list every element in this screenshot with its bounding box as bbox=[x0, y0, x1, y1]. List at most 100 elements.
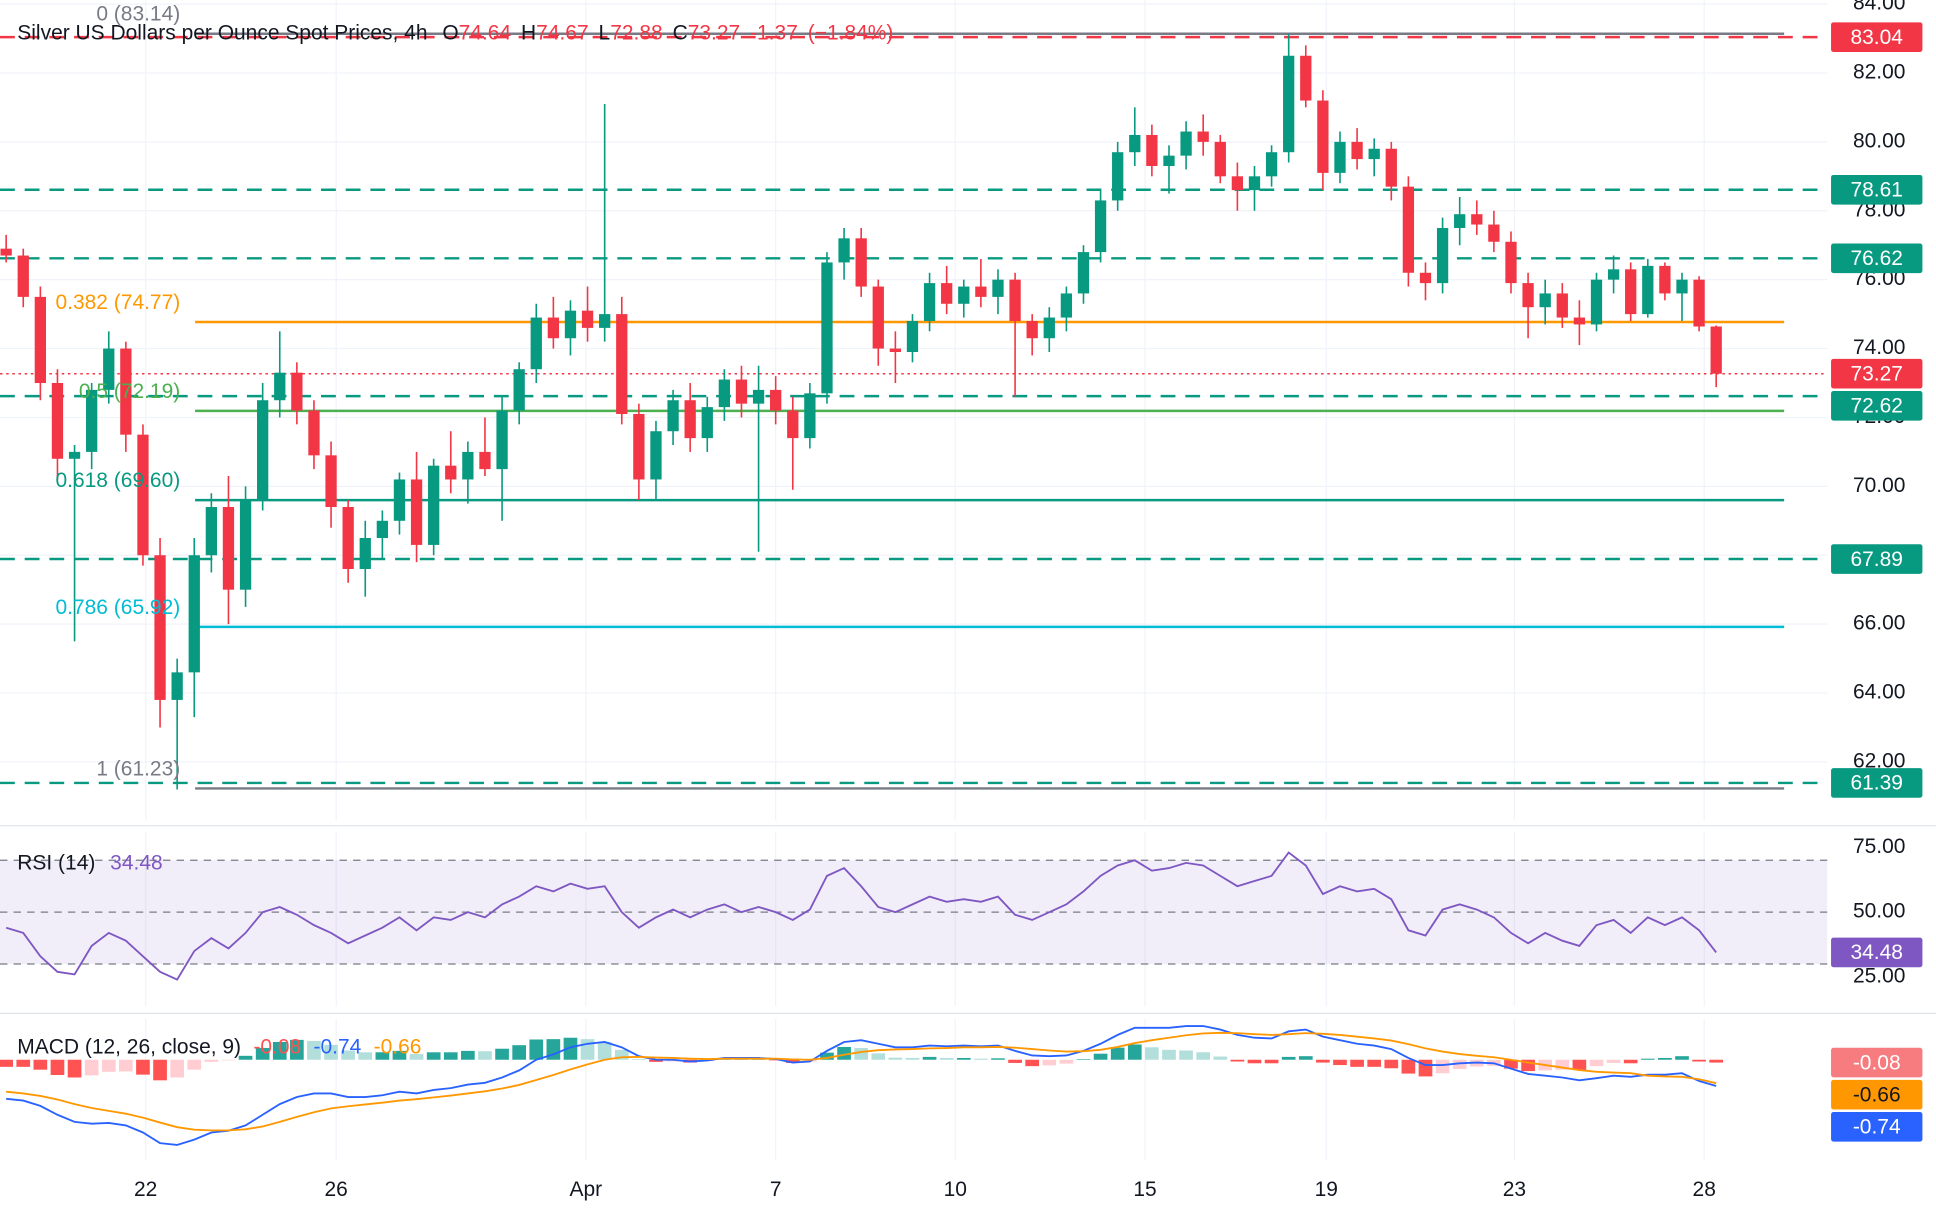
candle-body bbox=[325, 455, 337, 508]
macd-histogram-bar bbox=[1316, 1059, 1330, 1063]
candle-body bbox=[17, 255, 29, 297]
candle-body bbox=[222, 507, 235, 590]
candle-body bbox=[34, 296, 47, 384]
candle-body bbox=[1197, 131, 1209, 142]
candle-body bbox=[941, 283, 953, 304]
candle-body bbox=[1300, 55, 1312, 101]
macd-histogram-bar bbox=[991, 1058, 1005, 1060]
macd-histogram-bar bbox=[563, 1037, 578, 1060]
macd-histogram-bar bbox=[974, 1058, 988, 1060]
x-tick-label: 7 bbox=[770, 1178, 782, 1201]
pane-plot bbox=[0, 1018, 1724, 1161]
candle-body bbox=[51, 383, 64, 459]
macd-histogram-bar bbox=[204, 1059, 219, 1062]
candle-body bbox=[1590, 279, 1603, 325]
macd-histogram-bar bbox=[854, 1048, 869, 1060]
candle-body bbox=[1231, 176, 1244, 191]
candle-body bbox=[1043, 317, 1055, 339]
candle-body bbox=[1710, 326, 1722, 374]
pane-plot bbox=[0, 831, 1828, 1007]
price-label-box bbox=[1831, 1047, 1923, 1078]
macd-histogram-bar bbox=[136, 1059, 150, 1075]
macd-histogram-bar bbox=[443, 1052, 458, 1060]
macd-histogram-bar bbox=[1709, 1059, 1724, 1063]
candle-body bbox=[496, 410, 508, 470]
macd-histogram-bar bbox=[1333, 1059, 1347, 1066]
macd-histogram-bar bbox=[1179, 1050, 1193, 1060]
candle-body bbox=[804, 393, 816, 439]
ohlc-key: O bbox=[442, 21, 458, 44]
macd-histogram-bar bbox=[33, 1059, 48, 1070]
macd-histogram-bar bbox=[0, 1059, 13, 1067]
price-label: 61.39 bbox=[1850, 772, 1902, 795]
macd-histogram-bar bbox=[1008, 1059, 1022, 1063]
macd-histogram-bar bbox=[1435, 1059, 1450, 1074]
y-tick-label: 62.00 bbox=[1853, 749, 1905, 772]
price-label-box bbox=[1831, 1111, 1923, 1142]
candle-body bbox=[1129, 134, 1141, 153]
macd-histogram-bar bbox=[785, 1059, 800, 1063]
candle-body bbox=[735, 379, 748, 404]
ohlc-value: 74.67 bbox=[536, 21, 588, 44]
candle-body bbox=[547, 317, 560, 339]
candle-body bbox=[103, 348, 115, 390]
candle-body bbox=[1488, 224, 1500, 242]
candle-body bbox=[752, 389, 765, 404]
candle-body bbox=[308, 410, 320, 456]
candle-body bbox=[564, 310, 577, 339]
candle-body bbox=[376, 520, 389, 539]
macd-histogram-bar bbox=[1025, 1059, 1040, 1067]
macd-histogram-bar bbox=[1555, 1059, 1570, 1070]
macd-histogram-bar bbox=[905, 1057, 920, 1060]
macd-histogram-bar bbox=[1076, 1059, 1091, 1061]
candle-body bbox=[616, 314, 628, 415]
macd-histogram-bar bbox=[392, 1050, 407, 1060]
macd-histogram-bar bbox=[1298, 1056, 1313, 1060]
y-tick-label: 80.00 bbox=[1853, 129, 1905, 152]
candle-body bbox=[1385, 148, 1397, 187]
candle-body bbox=[445, 465, 457, 480]
candle-body bbox=[1265, 152, 1278, 177]
macd-legend: MACD (12, 26, close, 9) -0.08 -0.74 -0.66 bbox=[17, 1035, 421, 1058]
candle-body bbox=[1077, 252, 1090, 294]
macd-histogram-bar bbox=[1213, 1056, 1228, 1060]
macd-histogram-bar bbox=[1606, 1059, 1621, 1063]
y-tick-label: 82.00 bbox=[1853, 61, 1905, 84]
candle-body bbox=[1163, 155, 1175, 166]
macd-histogram-bar bbox=[1589, 1059, 1604, 1067]
candle-body bbox=[1334, 141, 1346, 173]
fib-label: 0.786 (65.92) bbox=[56, 596, 181, 619]
candle-body bbox=[975, 286, 987, 297]
candle-body bbox=[1539, 293, 1551, 308]
candle-body bbox=[838, 238, 850, 263]
macd-value: -0.74 bbox=[314, 1035, 362, 1058]
macd-histogram-bar bbox=[888, 1057, 903, 1060]
macd-histogram-bar bbox=[67, 1059, 82, 1078]
rsi-line bbox=[5, 851, 1717, 981]
macd-histogram-bar bbox=[820, 1052, 834, 1060]
y-tick-label: 74.00 bbox=[1853, 336, 1905, 359]
candle-body bbox=[479, 451, 491, 470]
ohlc-value: 74.64 bbox=[459, 21, 512, 44]
candle-body bbox=[171, 672, 183, 700]
change-value: -1.37 bbox=[750, 21, 798, 44]
macd-histogram-bar bbox=[119, 1059, 133, 1072]
candle-body bbox=[0, 248, 12, 256]
candle-body bbox=[1060, 293, 1073, 318]
candle-body bbox=[428, 465, 440, 545]
y-tick-label: 25.00 bbox=[1853, 965, 1905, 988]
price-label-box bbox=[1831, 390, 1923, 421]
candle-body bbox=[1505, 241, 1517, 284]
macd-histogram-bar bbox=[1401, 1059, 1416, 1074]
rsi-legend: RSI (14) 34.48 bbox=[17, 851, 162, 874]
ohlc-key: L bbox=[599, 21, 611, 44]
candle-body bbox=[86, 389, 98, 452]
macd-histogram-bar bbox=[1521, 1059, 1535, 1072]
candle-body bbox=[1454, 214, 1466, 228]
candle-body bbox=[633, 414, 645, 480]
macd-histogram-bar bbox=[426, 1052, 441, 1060]
macd-histogram-bar bbox=[290, 1039, 304, 1060]
candle-body bbox=[992, 279, 1004, 297]
candle-body bbox=[137, 434, 149, 556]
